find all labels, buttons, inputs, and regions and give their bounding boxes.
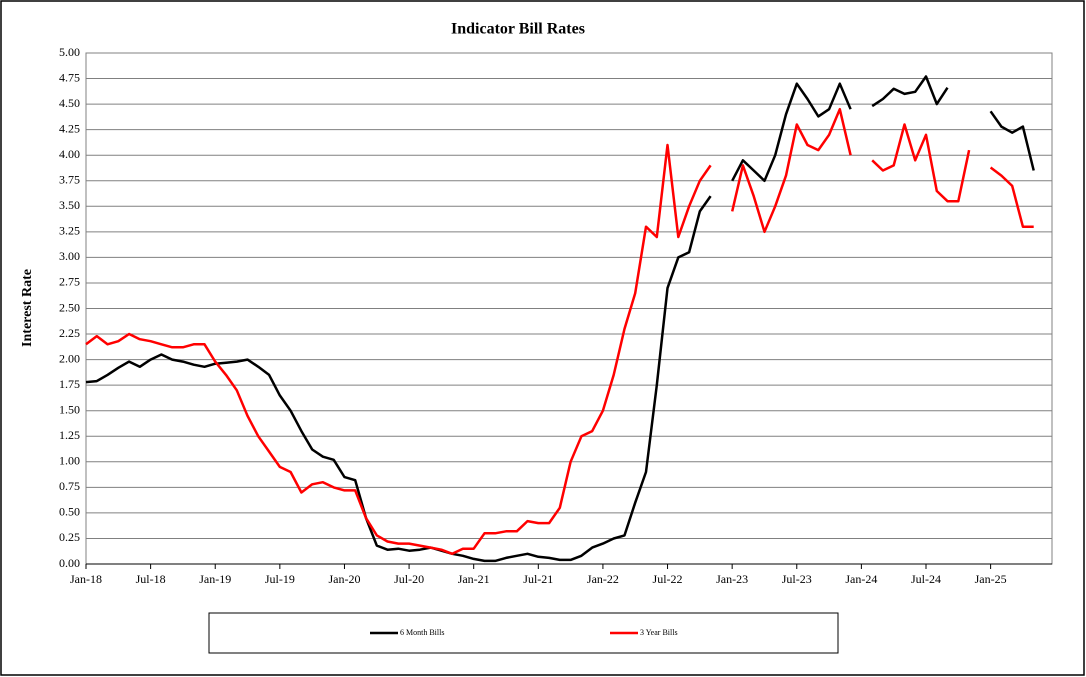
legend (208, 612, 839, 654)
chart-title: Indicator Bill Rates (451, 21, 585, 38)
legend-label: 6 Month Bills (400, 628, 444, 637)
y-tick-label: 2.25 (59, 326, 80, 340)
y-tick-label: 3.75 (59, 173, 80, 187)
x-tick-label: Jul-21 (523, 572, 553, 586)
y-tick-label: 1.00 (59, 454, 80, 468)
y-tick-label: 3.00 (59, 249, 80, 263)
series-line (85, 107, 1034, 556)
x-tick-label: Jan-25 (975, 572, 1007, 586)
x-tick-label: Jul-18 (136, 572, 166, 586)
y-tick-label: 2.00 (59, 351, 80, 365)
x-tick-label: Jan-19 (199, 572, 231, 586)
y-tick-label: 5.00 (59, 45, 80, 59)
y-tick-label: 4.75 (59, 70, 80, 84)
y-tick-label: 4.25 (59, 121, 80, 135)
x-tick-label: Jan-24 (845, 572, 877, 586)
y-tick-label: 4.00 (59, 147, 80, 161)
x-tick-label: Jul-24 (911, 572, 941, 586)
x-tick-label: Jan-22 (587, 572, 619, 586)
x-tick-label: Jan-21 (458, 572, 490, 586)
y-tick-label: 0.25 (59, 530, 80, 544)
y-axis-label: Interest Rate (20, 269, 35, 347)
legend-label: 3 Year Bills (640, 628, 678, 637)
x-tick-label: Jul-19 (265, 572, 295, 586)
y-tick-label: 2.75 (59, 275, 80, 289)
y-tick-label: 2.50 (59, 300, 80, 314)
y-tick-label: 1.75 (59, 377, 80, 391)
y-tick-label: 3.25 (59, 224, 80, 238)
x-tick-label: Jul-22 (653, 572, 683, 586)
x-tick-label: Jan-18 (70, 572, 102, 586)
y-tick-label: 0.50 (59, 505, 80, 519)
y-tick-label: 0.75 (59, 479, 80, 493)
y-tick-label: 0.00 (59, 556, 80, 570)
x-tick-label: Jul-20 (394, 572, 424, 586)
y-tick-label: 1.25 (59, 428, 80, 442)
y-tick-label: 3.50 (59, 198, 80, 212)
y-tick-label: 1.50 (59, 402, 80, 416)
series-line (85, 75, 1035, 563)
x-tick-label: Jan-23 (716, 572, 748, 586)
x-tick-label: Jul-23 (782, 572, 812, 586)
y-tick-label: 4.50 (59, 96, 80, 110)
x-tick-label: Jan-20 (328, 572, 360, 586)
